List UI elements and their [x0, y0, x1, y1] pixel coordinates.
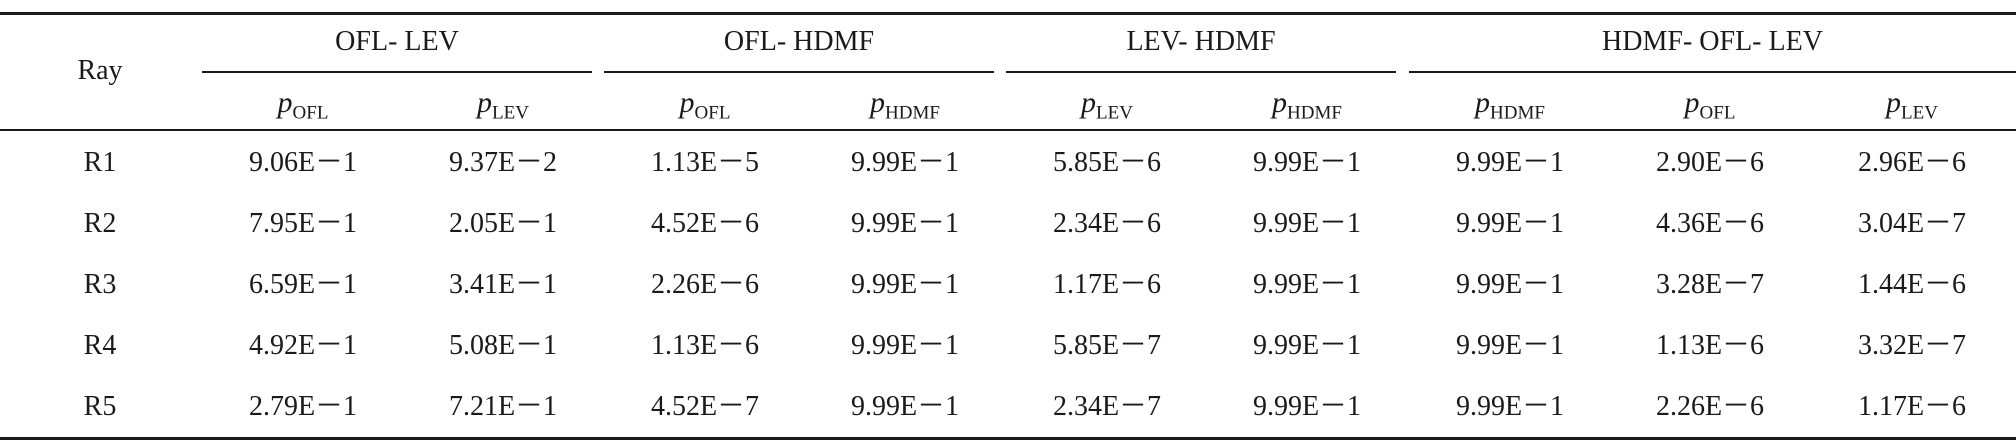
- table-cell: 5.85E－6: [1052, 147, 1162, 178]
- table-bottom-rule: [0, 437, 2016, 440]
- table-cell: 9.99E－1: [1455, 269, 1565, 300]
- table-cell: 9.99E－1: [1252, 147, 1362, 178]
- table-cell: 5.08E－1: [448, 330, 558, 361]
- table-cell: 2.34E－6: [1052, 208, 1162, 239]
- column-subscript: OFL: [694, 102, 731, 124]
- table-cell: 9.37E－2: [448, 147, 558, 178]
- table-cell: 1.13E－6: [650, 330, 760, 361]
- ray-column-header: Ray: [77, 55, 123, 86]
- table-cell: 1.17E－6: [1052, 269, 1162, 300]
- table-cell: 7.95E－1: [248, 208, 358, 239]
- table-cell: 9.06E－1: [248, 147, 358, 178]
- column-subscript: LEV: [1096, 102, 1133, 124]
- table-cell: 7.21E－1: [448, 391, 558, 422]
- table-cell: 1.17E－6: [1857, 391, 1967, 422]
- column-header-5: pLEV: [1012, 86, 1202, 131]
- table-cell: 1.13E－6: [1655, 330, 1765, 361]
- group-header-2: OFL- HDMF: [723, 26, 875, 57]
- table-cell: 3.28E－7: [1655, 269, 1765, 300]
- table-cell: 9.99E－1: [1455, 391, 1565, 422]
- table-cell: 9.99E－1: [850, 269, 960, 300]
- table-cell: 4.52E－7: [650, 391, 760, 422]
- column-subscript: LEV: [492, 102, 529, 124]
- group-underline-3: [1006, 71, 1396, 73]
- table-cell: 9.99E－1: [1455, 330, 1565, 361]
- row-label-r4: R4: [83, 330, 117, 361]
- table-cell: 1.13E－5: [650, 147, 760, 178]
- column-header-7: pHDMF: [1415, 86, 1605, 131]
- row-label-r3: R3: [83, 269, 117, 300]
- column-symbol: p: [1272, 86, 1288, 119]
- table-cell: 2.90E－6: [1655, 147, 1765, 178]
- table-cell: 2.79E－1: [248, 391, 358, 422]
- column-header-1: pOFL: [208, 86, 398, 131]
- column-symbol: p: [870, 86, 886, 119]
- table-cell: 5.85E－7: [1052, 330, 1162, 361]
- table-cell: 9.99E－1: [850, 330, 960, 361]
- table-cell: 6.59E－1: [248, 269, 358, 300]
- column-symbol: p: [477, 86, 493, 119]
- group-underline-2: [604, 71, 994, 73]
- table-cell: 9.99E－1: [850, 147, 960, 178]
- table-cell: 9.99E－1: [1252, 330, 1362, 361]
- table-top-rule: [0, 12, 2016, 15]
- group-header-3: LEV- HDMF: [1126, 26, 1276, 57]
- column-subscript: HDMF: [1287, 102, 1342, 124]
- row-label-r2: R2: [83, 208, 117, 239]
- group-header-1: OFL- LEV: [335, 26, 459, 57]
- column-header-2: pLEV: [408, 86, 598, 131]
- column-subscript: HDMF: [1490, 102, 1545, 124]
- column-subscript: HDMF: [885, 102, 940, 124]
- column-symbol: p: [277, 86, 293, 119]
- table-cell: 9.99E－1: [850, 391, 960, 422]
- table-cell: 2.26E－6: [1655, 391, 1765, 422]
- row-label-r1: R1: [83, 147, 117, 178]
- table-cell: 9.99E－1: [1252, 269, 1362, 300]
- table-cell: 9.99E－1: [850, 208, 960, 239]
- table-cell: 3.32E－7: [1857, 330, 1967, 361]
- column-symbol: p: [1886, 86, 1902, 119]
- group-underline-4: [1409, 71, 2016, 73]
- group-underline-1: [202, 71, 592, 73]
- table-cell: 4.92E－1: [248, 330, 358, 361]
- table-cell: 1.44E－6: [1857, 269, 1967, 300]
- table-cell: 4.52E－6: [650, 208, 760, 239]
- table-cell: 4.36E－6: [1655, 208, 1765, 239]
- column-symbol: p: [1475, 86, 1491, 119]
- table-cell: 2.34E－7: [1052, 391, 1162, 422]
- table-cell: 9.99E－1: [1455, 147, 1565, 178]
- column-symbol: p: [679, 86, 695, 119]
- column-header-4: pHDMF: [810, 86, 1000, 131]
- row-label-r5: R5: [83, 391, 117, 422]
- table-cell: 9.99E－1: [1252, 391, 1362, 422]
- table-cell: 3.04E－7: [1857, 208, 1967, 239]
- column-header-8: pOFL: [1615, 86, 1805, 131]
- column-subscript: OFL: [292, 102, 329, 124]
- column-subscript: OFL: [1699, 102, 1736, 124]
- table-cell: 2.05E－1: [448, 208, 558, 239]
- table-cell: 9.99E－1: [1252, 208, 1362, 239]
- column-header-9: pLEV: [1817, 86, 2007, 131]
- column-symbol: p: [1081, 86, 1097, 119]
- table-cell: 2.26E－6: [650, 269, 760, 300]
- column-symbol: p: [1684, 86, 1700, 119]
- column-header-3: pOFL: [610, 86, 800, 131]
- table-header-rule: [0, 129, 2016, 131]
- table-cell: 2.96E－6: [1857, 147, 1967, 178]
- table-cell: 3.41E－1: [448, 269, 558, 300]
- table-cell: 9.99E－1: [1455, 208, 1565, 239]
- column-subscript: LEV: [1901, 102, 1938, 124]
- group-header-4: HDMF- OFL- LEV: [1602, 26, 1823, 57]
- column-header-6: pHDMF: [1212, 86, 1402, 131]
